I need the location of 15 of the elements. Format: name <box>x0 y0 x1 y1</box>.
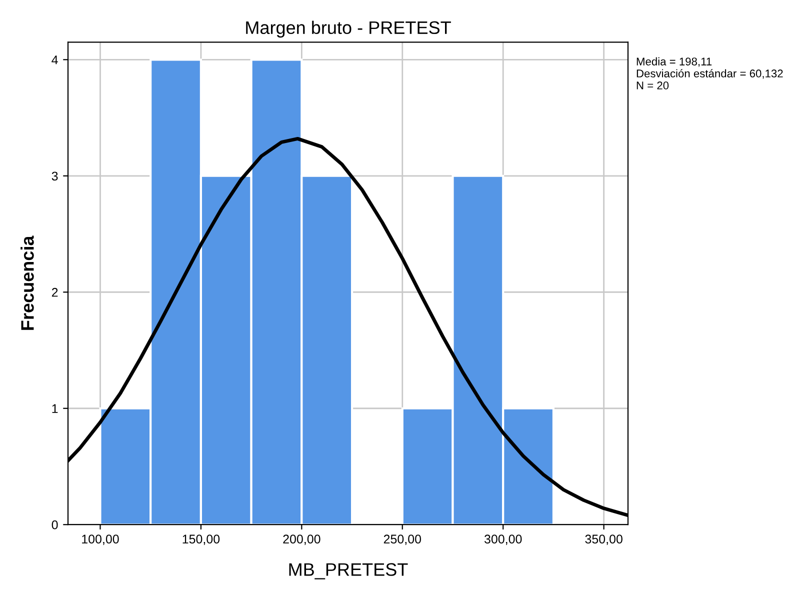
x-tick-label: 250,00 <box>384 534 422 545</box>
x-tick-label: 300,00 <box>484 534 522 545</box>
y-tick-label: 1 <box>52 404 58 413</box>
y-axis-title: Frecuencia <box>20 236 34 330</box>
x-tick-label: 350,00 <box>585 534 622 545</box>
text: Media = 198,11 Desviación estándar = 60,132 N = 20 <box>636 57 783 90</box>
x-tick-label: 200,00 <box>283 534 320 545</box>
x-axis-title: MB_PRETEST <box>289 563 408 580</box>
chart-title: Margen bruto - PRETEST <box>246 20 451 38</box>
y-tick-label: 3 <box>52 172 58 181</box>
x-tick-label: 100,00 <box>82 534 119 545</box>
y-tick-label: 4 <box>52 56 58 64</box>
y-tick-label: 2 <box>52 288 58 297</box>
y-tick-label: 0 <box>52 520 58 530</box>
x-tick-label: 150,00 <box>182 534 220 545</box>
